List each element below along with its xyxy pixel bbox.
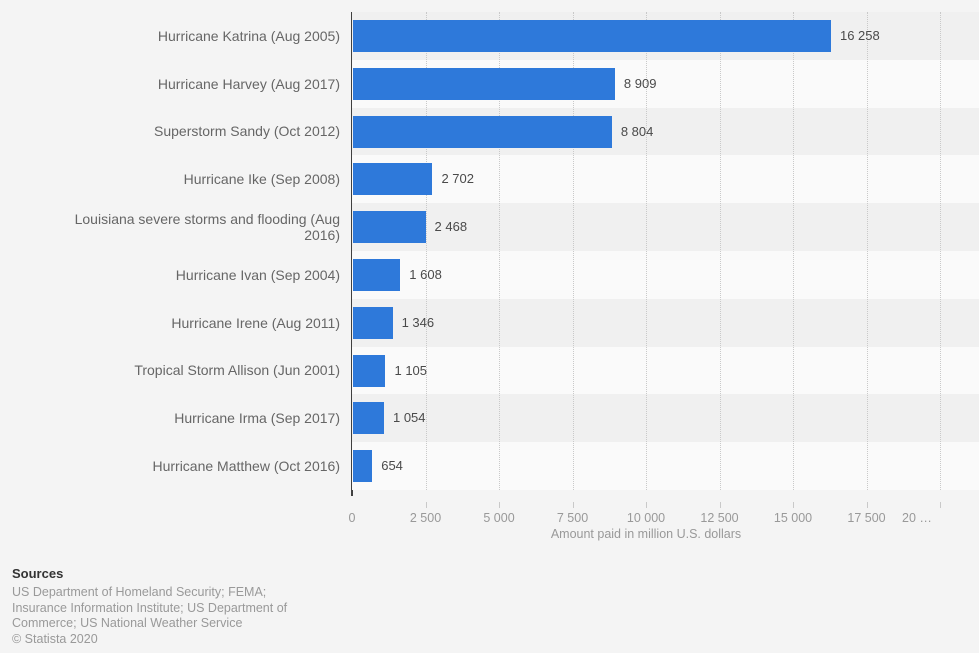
value-label: 1 054 xyxy=(392,410,426,426)
x-tick-label: 12 500 xyxy=(700,511,739,525)
x-gridline xyxy=(646,12,647,490)
row-stripe xyxy=(352,346,979,395)
bar xyxy=(353,402,384,435)
bar xyxy=(353,19,831,52)
x-tick xyxy=(866,502,868,508)
x-tick-label: 7 500 xyxy=(556,511,589,525)
bar xyxy=(353,211,426,244)
x-tick xyxy=(646,502,647,508)
x-tick xyxy=(425,502,427,508)
x-gridline xyxy=(866,12,868,490)
value-label: 2 702 xyxy=(441,171,474,187)
x-gridline xyxy=(719,12,721,490)
bar xyxy=(353,115,612,148)
bar xyxy=(353,354,386,387)
row-stripe xyxy=(352,442,979,490)
bar xyxy=(353,163,433,196)
x-gridline xyxy=(940,12,941,490)
x-tick-label: 15 000 xyxy=(773,511,813,525)
category-label: Hurricane Ivan (Sep 2004) xyxy=(175,266,340,283)
category-label: Louisiana severe storms and flooding (Au… xyxy=(74,210,340,244)
sources-title: Sources xyxy=(12,566,64,581)
category-label: Hurricane Matthew (Oct 2016) xyxy=(152,458,340,475)
x-tick xyxy=(499,502,500,508)
category-label: Hurricane Irene (Aug 2011) xyxy=(171,314,340,331)
value-label: 8 804 xyxy=(620,123,654,139)
category-label: Tropical Storm Allison (Jun 2001) xyxy=(134,362,340,379)
category-label: Hurricane Ike (Sep 2008) xyxy=(183,171,340,188)
x-axis-title: Amount paid in million U.S. dollars xyxy=(550,527,742,541)
value-label: 1 105 xyxy=(394,362,428,378)
row-stripe xyxy=(352,251,979,299)
x-gridline xyxy=(499,12,500,490)
row-stripe xyxy=(352,155,979,204)
x-gridline xyxy=(793,12,794,490)
bar xyxy=(353,450,373,483)
sources-block: Sources US Department of Homeland Securi… xyxy=(12,566,287,647)
value-label: 1 346 xyxy=(401,314,435,330)
row-stripe xyxy=(352,394,979,443)
value-label: 1 608 xyxy=(409,266,442,282)
category-labels: Hurricane Katrina (Aug 2005) Hurricane Ha… xyxy=(40,12,340,490)
bar xyxy=(353,258,401,291)
value-label: 654 xyxy=(381,458,403,474)
x-tick-label: 5 000 xyxy=(483,511,515,525)
source-line: Insurance Information Institute; US Depa… xyxy=(12,600,288,615)
plot-area: 16 258 8 909 8 804 2 702 2 468 1 608 1 346 1 10… xyxy=(349,12,979,525)
x-gridline xyxy=(425,12,427,490)
x-tick-label: 0 xyxy=(348,511,356,525)
x-tick xyxy=(793,502,794,508)
category-label: Hurricane Irma (Sep 2017) xyxy=(174,410,340,427)
x-tick-label: 10 000 xyxy=(626,511,666,525)
row-stripe xyxy=(352,203,979,251)
x-tick-label: 17 500 xyxy=(847,511,886,525)
x-tick-label: 2 500 xyxy=(409,511,442,525)
category-label: Superstorm Sandy (Oct 2012) xyxy=(154,123,340,140)
value-label: 2 468 xyxy=(434,219,468,235)
bar xyxy=(353,67,615,100)
category-label: Hurricane Harvey (Aug 2017) xyxy=(157,75,340,92)
value-label: 16 258 xyxy=(839,27,880,43)
x-tick xyxy=(572,502,574,508)
value-label: 8 909 xyxy=(623,75,657,91)
x-tick xyxy=(940,502,941,508)
bar xyxy=(353,306,393,339)
x-gridline xyxy=(572,12,574,490)
category-label: Hurricane Katrina (Aug 2005) xyxy=(157,27,340,44)
source-line: US Department of Homeland Security; FEMA… xyxy=(12,585,267,599)
source-line: Commerce; US National Weather Service xyxy=(12,616,243,630)
row-stripe xyxy=(352,298,979,347)
statista-copyright: © Statista 2020 xyxy=(12,631,98,646)
x-tick-label: 20 … xyxy=(902,511,932,525)
x-tick xyxy=(719,502,721,508)
